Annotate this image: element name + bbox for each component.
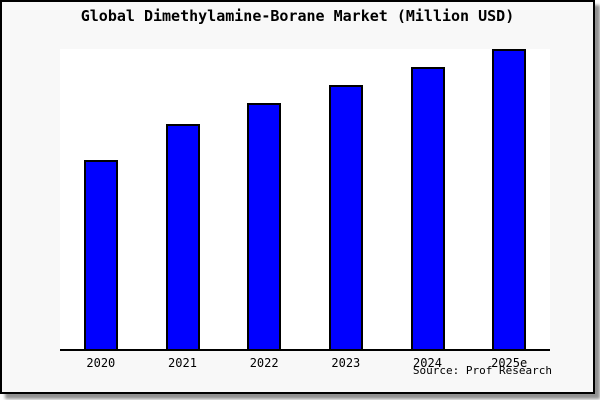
bar-2022 [247, 103, 282, 349]
bar-2021 [165, 124, 200, 349]
source-note: Source: Prof Research [412, 364, 552, 377]
plot-area [60, 49, 550, 351]
x-tick-2020: 2020 [86, 356, 116, 370]
x-tick-2024: 2024 [413, 356, 442, 370]
bar-2024 [410, 67, 445, 349]
chart-frame: Global Dimethylamine-Borane Market (Mill… [0, 0, 595, 394]
x-tick-2022: 2022 [249, 356, 279, 370]
bar-2025e [492, 49, 527, 349]
bar-2023 [328, 85, 363, 349]
x-tick-2023: 2023 [331, 356, 361, 370]
bar-2020 [83, 160, 118, 349]
chart-title: Global Dimethylamine-Borane Market (Mill… [80, 7, 515, 25]
x-tick-2021: 2021 [168, 356, 197, 370]
x-tick-2025e: 2025e [491, 356, 528, 370]
